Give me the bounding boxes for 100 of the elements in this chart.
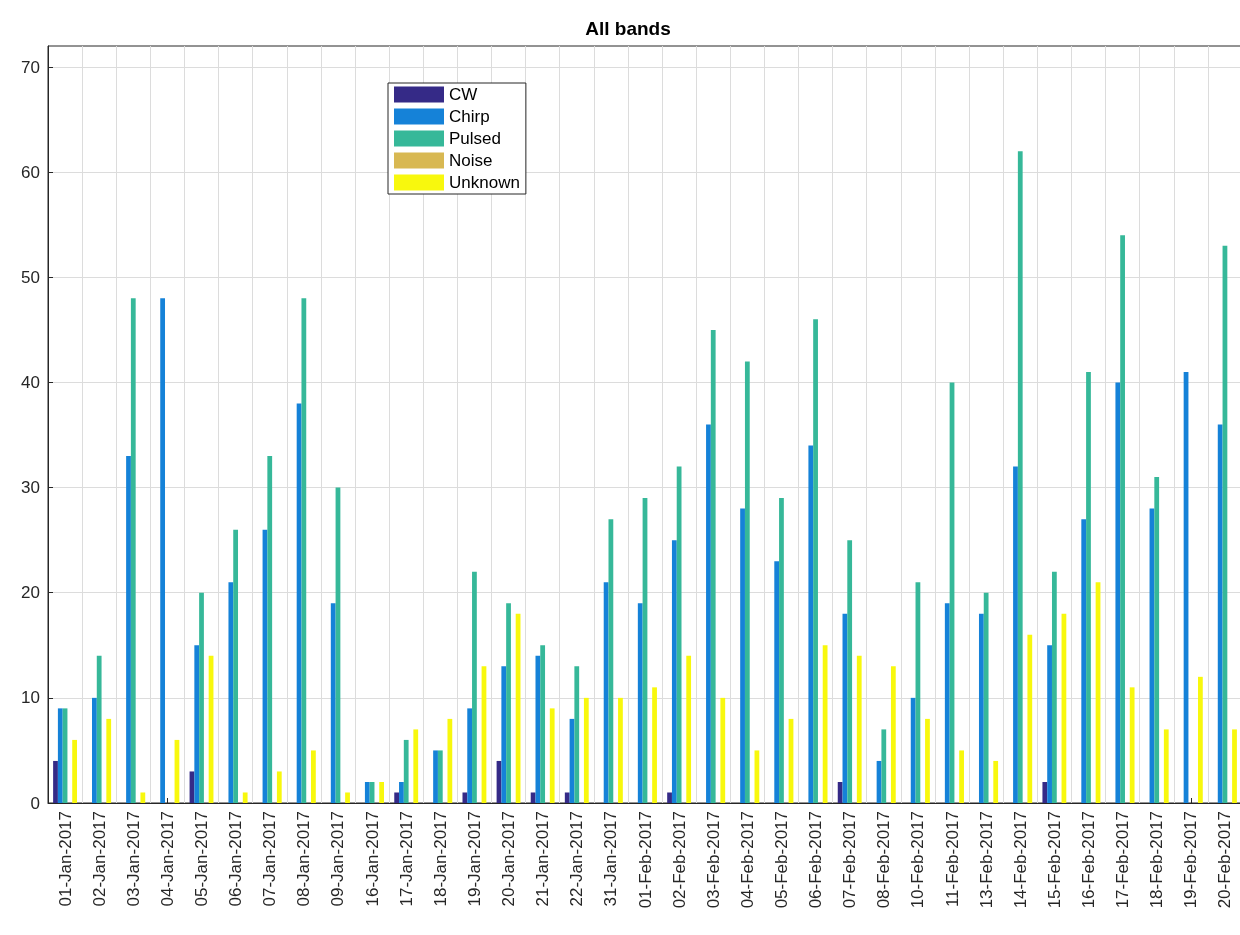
x-tick-label: 21-Jan-2017 <box>533 811 553 907</box>
bar <box>433 750 438 803</box>
bar <box>925 718 930 803</box>
bar <box>822 645 828 803</box>
bar <box>96 655 102 803</box>
bar <box>399 781 404 803</box>
legend-label: Unknown <box>449 173 520 192</box>
x-tick-label: 02-Feb-2017 <box>669 811 689 909</box>
x-tick-label: 16-Feb-2017 <box>1078 811 1098 909</box>
bar <box>813 319 818 803</box>
bar <box>413 729 419 803</box>
bar <box>706 424 711 803</box>
bar <box>345 792 350 803</box>
y-tick-label: 40 <box>21 372 40 392</box>
x-tick-label: 10-Feb-2017 <box>908 811 928 909</box>
bar <box>618 697 623 803</box>
x-tick-label: 13-Feb-2017 <box>976 811 996 909</box>
y-tick-label: 0 <box>30 793 40 813</box>
x-tick-label: 01-Jan-2017 <box>55 811 75 907</box>
x-tick-label: 06-Feb-2017 <box>806 811 826 909</box>
x-tick-label: 07-Feb-2017 <box>840 811 860 909</box>
x-tick-label: 04-Feb-2017 <box>737 811 757 909</box>
legend-label: Chirp <box>449 107 490 126</box>
legend-label: CW <box>449 85 478 104</box>
bar <box>1217 424 1223 803</box>
x-tick-label: 03-Feb-2017 <box>703 811 723 909</box>
bar <box>330 603 336 803</box>
bar <box>1013 466 1018 803</box>
bar <box>1027 634 1033 803</box>
bar <box>467 708 473 803</box>
bar <box>574 666 580 803</box>
legend-label: Noise <box>449 151 493 170</box>
bar <box>847 540 853 803</box>
bar <box>228 582 234 803</box>
bar <box>856 655 862 803</box>
bar <box>72 739 77 803</box>
bar <box>944 603 950 803</box>
bar <box>301 298 307 803</box>
bar <box>506 603 511 803</box>
bar <box>403 739 409 803</box>
x-tick-label: 02-Jan-2017 <box>89 811 109 907</box>
x-tick-label: 08-Feb-2017 <box>874 811 894 909</box>
bar <box>1017 151 1023 803</box>
bar <box>959 750 964 803</box>
x-tick-label: 14-Feb-2017 <box>1010 811 1030 909</box>
bar <box>501 666 507 803</box>
bar <box>447 718 453 803</box>
bar <box>1051 571 1057 803</box>
bar <box>53 760 58 803</box>
bar <box>1120 235 1125 803</box>
bar <box>472 571 477 803</box>
bar <box>1115 382 1121 803</box>
bar <box>126 456 131 803</box>
x-tick-label: 03-Jan-2017 <box>123 811 143 907</box>
bar <box>1154 477 1160 803</box>
chart-title: All bands <box>585 18 671 39</box>
bar <box>881 729 887 803</box>
x-tick-label: 05-Jan-2017 <box>192 811 212 907</box>
bar <box>1232 729 1237 803</box>
bar <box>744 361 750 803</box>
bar <box>540 645 546 803</box>
bar <box>740 508 745 803</box>
bar <box>652 687 657 803</box>
y-tick-label: 30 <box>21 478 40 498</box>
x-tick-label: 19-Jan-2017 <box>464 811 484 907</box>
bar <box>267 456 273 803</box>
x-tick-label: 04-Jan-2017 <box>157 811 177 907</box>
bar <box>276 771 282 803</box>
legend-label: Pulsed <box>449 129 501 148</box>
x-tick-label: 06-Jan-2017 <box>226 811 246 907</box>
bar <box>720 697 726 803</box>
bar <box>364 781 370 803</box>
bar <box>92 697 97 803</box>
bar <box>242 792 248 803</box>
x-tick-label: 17-Feb-2017 <box>1113 811 1133 909</box>
bar <box>130 298 136 803</box>
bar <box>199 592 204 803</box>
y-tick-label: 60 <box>21 162 40 182</box>
bar <box>710 329 716 803</box>
bar <box>1042 781 1048 803</box>
bar <box>1081 519 1087 803</box>
bar <box>1197 676 1203 803</box>
x-tick-label: 16-Jan-2017 <box>362 811 382 907</box>
bar <box>140 792 146 803</box>
x-tick-label: 20-Jan-2017 <box>499 811 519 907</box>
bar <box>106 718 112 803</box>
bar <box>1086 371 1091 803</box>
x-tick-label: 19-Feb-2017 <box>1181 811 1201 909</box>
bar <box>808 445 814 803</box>
bar <box>160 298 166 803</box>
bar <box>686 655 692 803</box>
x-tick-label: 15-Feb-2017 <box>1044 811 1064 909</box>
bar <box>978 613 984 803</box>
bar <box>993 760 999 803</box>
x-tick-label: 08-Jan-2017 <box>294 811 314 907</box>
bar <box>394 792 400 803</box>
bar <box>1163 729 1169 803</box>
x-tick-label: 07-Jan-2017 <box>260 811 280 907</box>
y-tick-label: 50 <box>21 267 40 287</box>
x-tick-label: 18-Jan-2017 <box>430 811 450 907</box>
